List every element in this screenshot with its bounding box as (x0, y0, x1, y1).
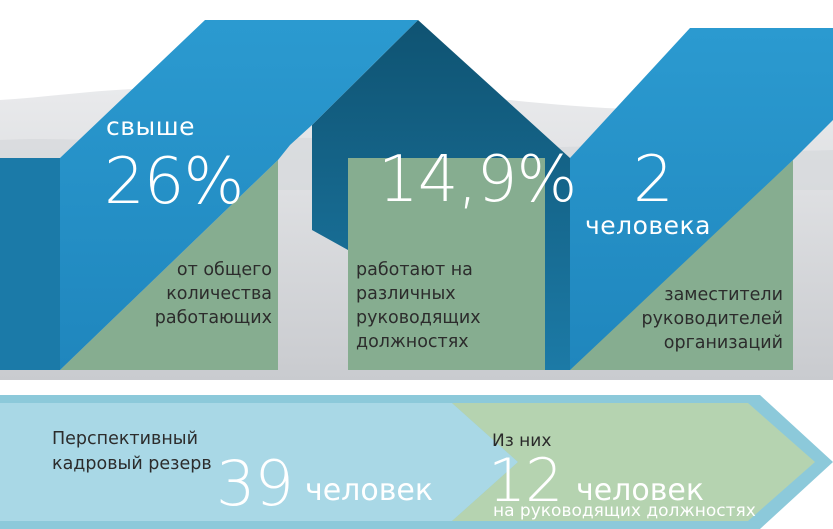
stat-2-value: 14,9% (378, 143, 577, 217)
reserve-count: 39 (216, 447, 294, 520)
stat-3-suffix: человека (585, 211, 711, 240)
stat-1-prefix: свыше (106, 112, 195, 141)
stat-1-description: от общего количества работающих (154, 260, 272, 328)
reserve-sub-prefix: Из них (492, 431, 552, 451)
reserve-sub-caption: на руководящих должностях (493, 501, 756, 521)
ribbon-blue-2 (570, 28, 833, 370)
green-panel-2 (348, 158, 545, 370)
stat-3-description: заместители руководителей организаций (641, 285, 783, 353)
stats-panel: свыше 26% от общего количества работающи… (0, 20, 833, 380)
banner-green-section (452, 403, 815, 521)
reserve-sub-count: 12 (488, 446, 563, 516)
ribbon-graphic (0, 20, 833, 380)
reserve-banner: Перспективный кадровый резерв 39 человек… (0, 395, 833, 529)
stat-3-value: 2 (633, 143, 674, 217)
left-bar (0, 158, 60, 370)
banner-body (0, 403, 518, 521)
reserve-count-unit: человек (305, 473, 433, 508)
banner-graphic (0, 395, 833, 529)
reserve-label: Перспективный кадровый резерв (52, 429, 212, 474)
stat-1-value: 26% (104, 145, 244, 219)
ribbon-blue-1 (60, 20, 418, 370)
ribbon-dark (312, 20, 570, 370)
stat-2-description: работают на различных руководящих должно… (356, 260, 481, 352)
reserve-sub-unit: человек (576, 473, 704, 508)
